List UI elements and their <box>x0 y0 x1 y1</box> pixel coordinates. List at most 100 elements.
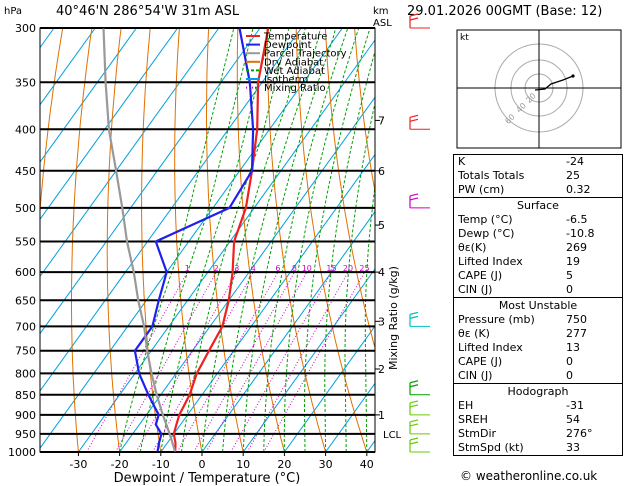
hodo-index-label: StmSpd (kt) <box>458 441 524 454</box>
isotherm-line <box>40 28 261 335</box>
unstable-index-value: 0 <box>566 355 573 368</box>
hodo-index-value: 276° <box>566 427 593 440</box>
wind-barb-flag <box>409 384 419 388</box>
series-line-dewpoint <box>133 28 255 452</box>
unstable-index-value: 13 <box>566 341 580 354</box>
x-axis-label: Dewpoint / Temperature (°C) <box>114 471 301 486</box>
unstable-index-row: θε (K) 277 <box>454 327 622 341</box>
dry-adiabat-line <box>354 28 375 195</box>
hpa-unit-label: hPa <box>4 6 22 17</box>
pressure-tick-label: 450 <box>15 165 36 178</box>
copyright: © weatheronline.co.uk <box>460 469 598 483</box>
wind-barb-flag <box>409 400 419 404</box>
unstable-index-label: Pressure (mb) <box>458 313 535 326</box>
dry-adiabat-line <box>40 28 64 218</box>
wind-barb-flag <box>409 423 419 427</box>
mixing-ratio-line <box>86 271 188 452</box>
km-tick-label: 7 <box>378 114 385 127</box>
mixing-ratio-line <box>246 271 349 452</box>
wind-barb-flag <box>409 193 419 197</box>
basic-index-label: PW (cm) <box>458 183 505 196</box>
wind-barb-flag <box>409 118 419 122</box>
hodo-index-label: StmDir <box>458 427 497 440</box>
wet-adiabat-line <box>201 28 306 452</box>
mixing-ratio-label: 15 <box>326 264 336 273</box>
surface-index-label: Lifted Index <box>458 255 523 268</box>
isotherm-line <box>201 210 375 452</box>
series-line-parcel-trajectory <box>102 28 177 452</box>
mixing-ratio-line <box>115 271 217 452</box>
mixing-ratio-line <box>230 271 332 452</box>
surface-index-row: CAPE (J) 5 <box>454 269 622 283</box>
mixing-ratio-label: 20 <box>343 264 353 273</box>
wind-barb-flag <box>409 17 419 21</box>
wind-barb-flag <box>409 311 419 315</box>
temp-tick-label: -10 <box>152 458 170 471</box>
isotherm-line <box>77 39 375 452</box>
isotherm-line <box>119 96 375 452</box>
km-tick-label: 4 <box>378 266 385 279</box>
isotherm-line <box>40 28 179 221</box>
basic-index-row: Totals Totals 25 <box>454 169 622 183</box>
unstable-index-value: 750 <box>566 313 587 326</box>
surface-index-value: 5 <box>566 269 573 282</box>
basic-index-value: 0.32 <box>566 183 591 196</box>
datetime-header: 29.01.2026 00GMT (Base: 12) <box>407 4 603 19</box>
mixing-ratio-label: 10 <box>302 264 312 273</box>
pressure-tick-label: 550 <box>15 235 36 248</box>
temp-tick-label: 30 <box>319 458 333 471</box>
temp-tick-label: -20 <box>111 458 129 471</box>
mixing-ratio-line <box>205 271 308 452</box>
surface-index-label: Temp (°C) <box>458 213 513 226</box>
mixing-ratio-line <box>176 271 279 452</box>
legend-label: Wet Adiabat <box>264 66 325 77</box>
pressure-tick-label: 1000 <box>8 446 36 459</box>
pressure-tick-label: 500 <box>15 202 36 215</box>
plot-frame <box>39 27 376 453</box>
unstable-index-row: Lifted Index 13 <box>454 341 622 355</box>
surface-title: Surface <box>517 199 559 212</box>
surface-index-row: CIN (J) 0 <box>454 283 622 297</box>
wind-barb-flag <box>409 197 419 201</box>
pressure-tick-label: 650 <box>15 294 36 307</box>
surface-index-label: CIN (J) <box>458 283 493 296</box>
basic-index-value: 25 <box>566 169 580 182</box>
mixing-ratio-label: 2 <box>214 264 219 273</box>
surface-index-value: 19 <box>566 255 580 268</box>
mixing-ratio-line <box>152 271 254 452</box>
unstable-index-row: Pressure (mb) 750 <box>454 313 622 327</box>
basic-index-row: PW (cm) 0.32 <box>454 183 622 197</box>
hodo-index-value: 54 <box>566 413 580 426</box>
lcl-label: LCL <box>383 430 402 441</box>
unstable-title: Most Unstable <box>498 299 578 312</box>
isotherm-line <box>0 28 13 452</box>
hodo-index-label: SREH <box>458 413 488 426</box>
mixing-ratio-label: 1 <box>185 264 190 273</box>
unstable-index-label: Lifted Index <box>458 341 523 354</box>
mixing-ratio-label: 25 <box>359 264 369 273</box>
mixing-ratio-label: 3 <box>234 264 239 273</box>
temp-tick-label: 10 <box>236 458 250 471</box>
km-tick-label: 3 <box>378 315 385 328</box>
dry-adiabat-line <box>71 28 93 452</box>
mixing-ratio-line <box>263 271 365 452</box>
surface-index-row: θε(K) 269 <box>454 241 622 255</box>
legend-label: Mixing Ratio <box>264 83 326 94</box>
surface-index-value: -10.8 <box>566 227 595 240</box>
mixing-ratio-line <box>135 271 238 452</box>
pressure-tick-label: 350 <box>15 76 36 89</box>
wet-adiabat-line <box>324 49 375 452</box>
indices-table-basic: K -24 Totals Totals 25 PW (cm) 0.32 Surface T… <box>453 154 623 456</box>
basic-index-label: Totals Totals <box>458 169 525 182</box>
hodo-index-row: EH -31 <box>454 399 622 413</box>
wet-adiabat-line <box>222 28 322 452</box>
surface-index-row: Lifted Index 19 <box>454 255 622 269</box>
temp-tick-label: -30 <box>69 458 87 471</box>
asl-unit-label: ASL <box>373 18 392 29</box>
hodo-index-row: StmDir 276° <box>454 427 622 441</box>
isotherm-line <box>40 28 96 106</box>
unstable-index-label: CIN (J) <box>458 369 493 382</box>
isotherm-line <box>242 268 375 452</box>
isotherm-line <box>283 325 375 452</box>
